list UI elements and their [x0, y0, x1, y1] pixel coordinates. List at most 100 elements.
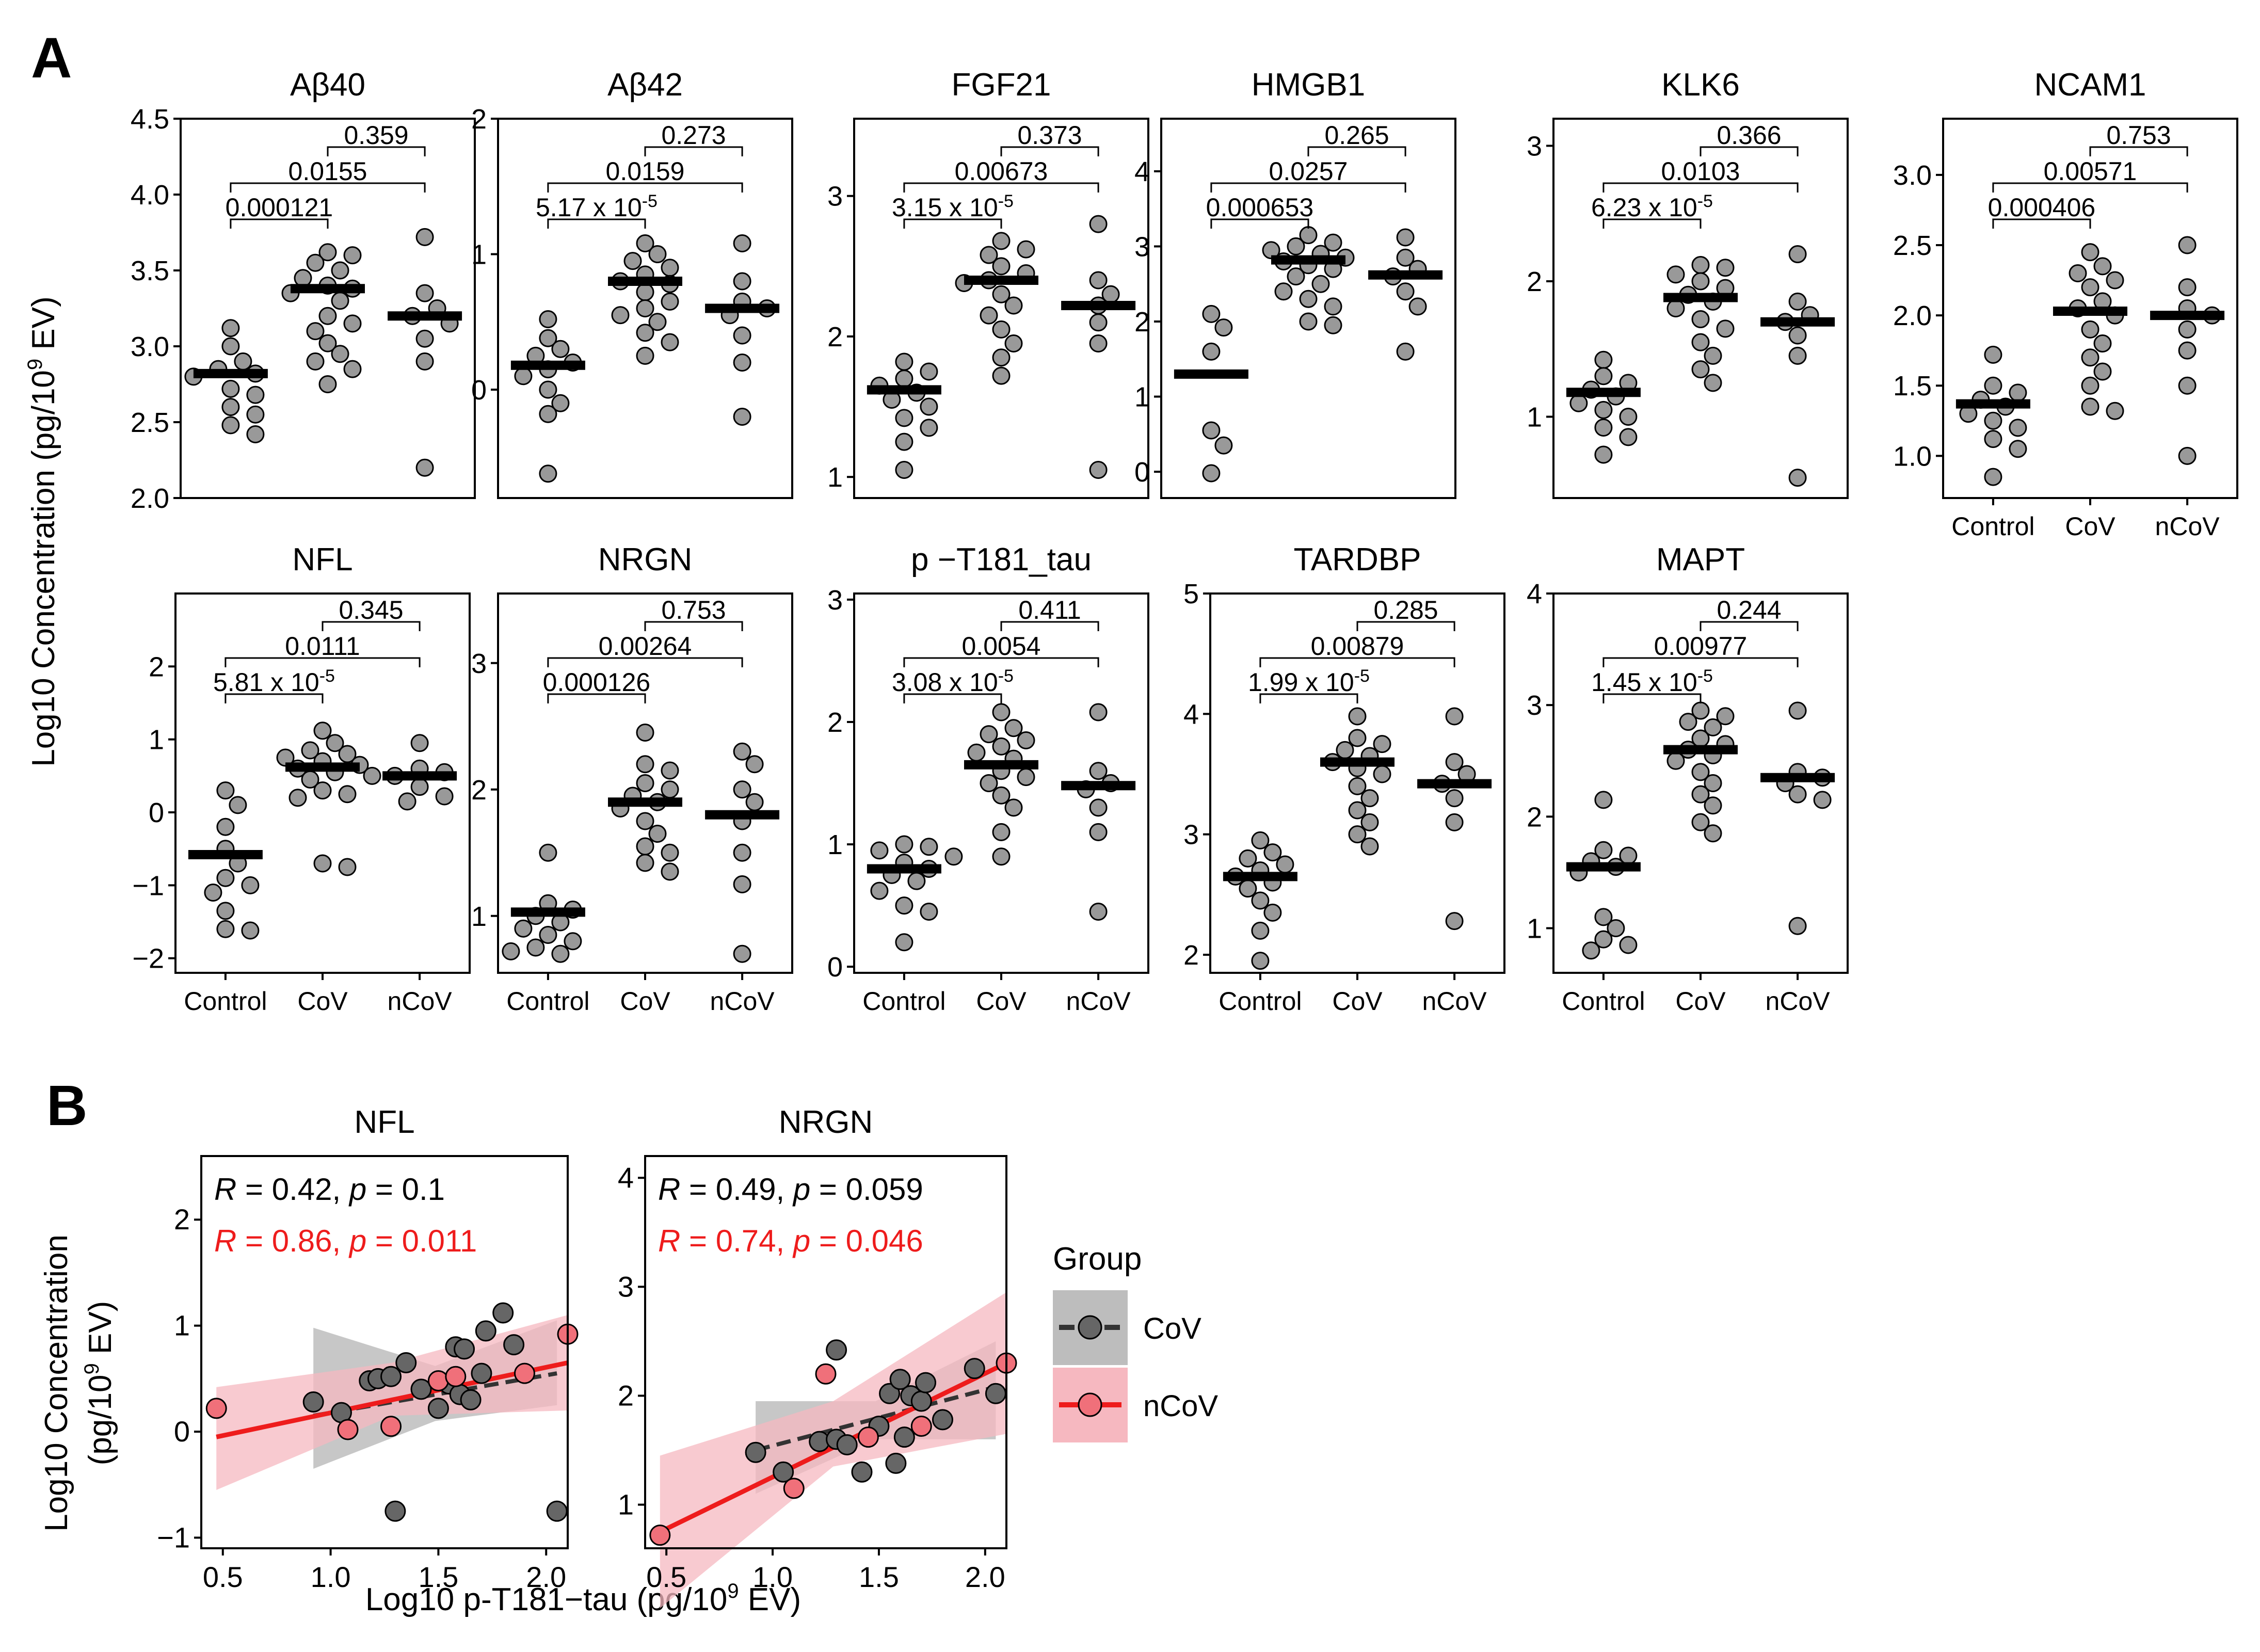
- data-point-cov: [318, 375, 337, 393]
- chart-klk6-frame: [1552, 118, 1849, 499]
- data-point-cov: [1360, 837, 1379, 856]
- data-point-cov: [2081, 243, 2099, 262]
- panel-b: B Log10 Concentration (pg/109 EV) Log10 …: [39, 1074, 801, 1617]
- data-point-ncov: [415, 284, 434, 302]
- data-point-cov: [1691, 333, 1710, 351]
- data-point-ncov: [1396, 248, 1415, 267]
- data-point-cov: [1691, 360, 1710, 379]
- y-tick-label: 3: [827, 585, 843, 616]
- y-tick-label: 4.0: [131, 180, 169, 211]
- data-point-control: [1594, 841, 1613, 859]
- chart-b-nrgn-panel: NRGN 1 2 3 4 0.5 1.0 1.5 2.0 R = 0.49, p = 0.059 R…: [618, 1104, 1017, 1609]
- data-point-ncov: [1396, 342, 1415, 361]
- comparison-bracket: [1259, 693, 1358, 703]
- data-point-control: [216, 817, 235, 836]
- y-tick-label: 2.0: [1893, 300, 1932, 331]
- comparison-bracket: [547, 657, 743, 667]
- data-point-ncov: [415, 352, 434, 371]
- y-tick-label: 2: [1134, 307, 1150, 338]
- data-point-ncov: [1788, 346, 1807, 365]
- chart-a-40-frame: [180, 118, 476, 499]
- data-point-cov: [992, 847, 1011, 866]
- chart-a-42-title: Aβ42: [607, 67, 683, 103]
- data-point-cov: [1004, 296, 1023, 315]
- comparison-bracket: [1259, 657, 1455, 667]
- y-tick-label: 0: [149, 797, 164, 828]
- data-point-cov: [1348, 729, 1367, 747]
- comparison-bracket: [903, 657, 1099, 667]
- y-tick-label: 2: [618, 1379, 634, 1412]
- y-tick-label: 4.5: [131, 104, 169, 135]
- data-point-cov: [1373, 765, 1391, 783]
- data-point-cov: [318, 243, 337, 262]
- data-point-cov: [380, 1366, 402, 1387]
- data-point-control: [514, 919, 533, 938]
- data-point-cov: [1348, 825, 1367, 844]
- data-point-control: [1214, 318, 1233, 337]
- data-point-control: [1594, 419, 1613, 437]
- data-point-cov: [326, 734, 344, 752]
- comparison-bracket: [1210, 218, 1309, 229]
- data-point-ncov: [2178, 320, 2197, 339]
- legend-key-cov-point: [1078, 1315, 1102, 1340]
- comparison-p-value: 0.0111: [285, 632, 360, 661]
- y-tick-label: 1: [1134, 382, 1150, 413]
- data-point-ncov: [1089, 461, 1108, 479]
- x-tick-label: 1.5: [418, 1561, 458, 1593]
- data-point-cov: [1691, 785, 1710, 804]
- y-tick-label: 3: [1183, 820, 1199, 851]
- data-point-control: [920, 838, 938, 856]
- data-point-control: [1594, 445, 1613, 464]
- x-tick-label-ncov: nCoV: [1766, 987, 1831, 1016]
- data-point-control: [229, 796, 247, 814]
- data-point-cov: [343, 360, 362, 378]
- data-point-control: [1984, 468, 2002, 486]
- data-point-cov: [980, 306, 998, 325]
- y-tick-label: 2: [174, 1203, 190, 1236]
- data-point-cov: [1716, 707, 1735, 726]
- comparison-bracket: [2089, 146, 2188, 156]
- data-point-ncov: [745, 755, 764, 774]
- data-point-cov: [338, 745, 357, 763]
- chart-fgf21-title: FGF21: [952, 67, 1051, 103]
- comparison-p-value: 0.00264: [599, 632, 692, 661]
- y-tick-label: 4: [1134, 156, 1150, 187]
- data-point-control: [895, 896, 913, 915]
- y-tick-label: 4: [618, 1161, 634, 1194]
- data-point-cov: [454, 1338, 475, 1360]
- data-point-cov: [1336, 741, 1354, 759]
- data-point-ncov: [1089, 334, 1108, 353]
- y-tick-label: 0: [174, 1415, 190, 1448]
- data-point-ncov: [1089, 703, 1108, 721]
- data-point-control: [221, 379, 240, 398]
- x-tick-label: 1.0: [311, 1561, 351, 1593]
- data-point-control: [920, 902, 938, 921]
- data-point-cov: [992, 737, 1011, 756]
- x-tick-label-control: Control: [1951, 512, 2034, 541]
- data-point-cov: [661, 761, 679, 780]
- x-tick-label-control: Control: [1219, 987, 1302, 1016]
- data-point-ncov: [1788, 326, 1807, 345]
- comparison-p-value: 0.366: [1717, 121, 1781, 150]
- stat-annotation-cov: R = 0.49, p = 0.059: [658, 1172, 923, 1207]
- comparison-bracket: [1307, 146, 1406, 156]
- data-point-cov: [2081, 320, 2099, 339]
- data-point-cov: [915, 1372, 937, 1393]
- x-tick-label: 1.0: [752, 1561, 793, 1593]
- comparison-p-value: 0.0155: [288, 157, 367, 186]
- comparison-p-value: 0.0054: [962, 632, 1041, 661]
- comparison-p-value: 0.753: [2106, 121, 2171, 150]
- y-tick-label: 3: [618, 1270, 634, 1303]
- data-point-control: [1607, 919, 1625, 938]
- data-point-control: [1594, 791, 1613, 809]
- data-point-cov: [826, 1339, 847, 1361]
- data-point-ncov: [1788, 785, 1807, 804]
- data-point-cov: [836, 1434, 858, 1455]
- data-point-ncov: [1445, 813, 1464, 831]
- data-point-cov: [1691, 813, 1710, 831]
- y-tick-label: 5: [1183, 579, 1199, 610]
- data-point-cov: [343, 314, 362, 333]
- data-point-cov: [885, 1452, 907, 1474]
- data-point-cov: [992, 257, 1011, 276]
- data-point-control: [2009, 383, 2027, 402]
